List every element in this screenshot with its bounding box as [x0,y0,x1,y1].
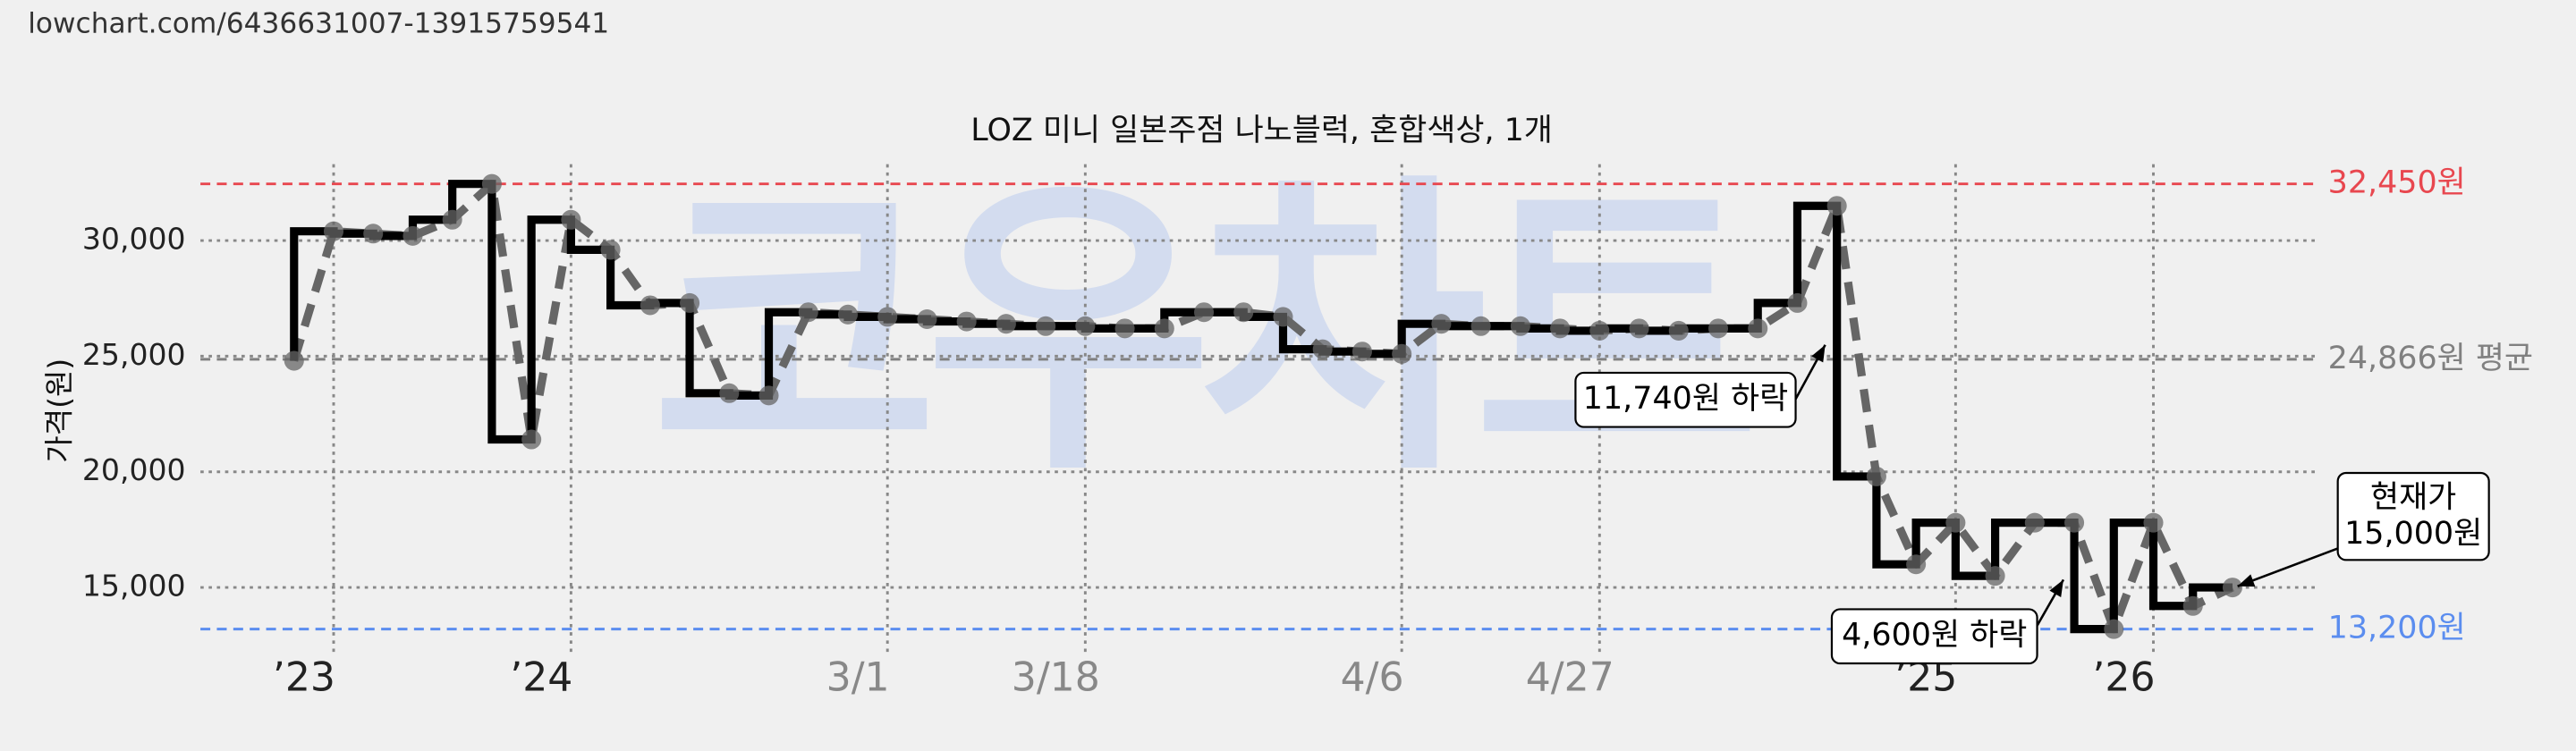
annotation-box [1574,371,1797,428]
price-marker [521,429,542,450]
price-marker [561,209,581,230]
price-marker [1470,316,1491,336]
y-axis-label: 가격(원) [41,359,76,463]
price-marker [481,173,502,194]
price-marker [2064,512,2085,533]
y-tick-label: 30,000 [82,222,186,257]
annotation-box [1830,608,2038,665]
price-marker [1075,316,1096,336]
arrow-head [1811,344,1826,363]
price-marker [1312,339,1333,359]
y-tick-label: 25,000 [82,337,186,372]
x-tick-label: 3/1 [826,654,890,700]
price-marker [1154,318,1174,339]
price-marker [2182,595,2203,616]
price-marker [442,209,462,230]
price-marker [1985,566,2005,586]
price-marker [917,308,937,330]
arrow-head [2237,574,2256,587]
source-url: lowchart.com/6436631007-13915759541 [28,8,609,40]
price-marker [1114,318,1135,339]
y-tick-label: 20,000 [82,452,186,487]
annotation-box [2336,471,2490,561]
x-tick-label: 3/18 [1012,654,1100,700]
price-marker [402,225,423,246]
price-marker [1945,512,1966,533]
price-marker [1273,307,1293,327]
price-marker [1668,320,1689,341]
price-marker [1233,302,1254,323]
annotation-text: 15,000원 [2344,516,2482,552]
price-marker [1629,318,1649,339]
reference-label: 13,200원 [2328,611,2466,646]
x-tick-label: 4/6 [1341,654,1404,700]
annotation-text: 11,740원 하락 [1583,381,1788,417]
price-marker [2024,512,2045,533]
price-marker [1826,196,1847,216]
price-marker [600,240,621,260]
price-marker [1392,343,1412,364]
price-marker [1352,342,1372,362]
x-tick-label: ’24 [510,654,572,700]
price-marker [1787,292,1808,313]
x-tick-label: ’23 [273,654,335,700]
price-marker [877,307,898,327]
price-marker [1748,318,1768,339]
annotation-text: 현재가 [2370,479,2456,515]
price-marker [1589,320,1610,341]
x-tick-label: ’26 [2092,654,2155,700]
price-marker [1550,318,1571,339]
price-marker [996,314,1016,334]
price-marker [640,295,660,316]
chart-title: LOZ 미니 일본주점 나노블럭, 혼합색상, 1개 [970,113,1553,148]
price-marker [363,224,384,244]
price-marker [1707,318,1729,339]
price-marker [798,302,818,323]
price-marker [1431,314,1452,334]
price-marker [719,383,740,403]
price-marker [1194,302,1215,323]
price-marker [2104,619,2124,639]
annotation-arrow [2237,547,2339,587]
price-marker [323,221,344,241]
price-marker [1866,466,1886,486]
price-marker [1036,316,1056,336]
reference-label: 32,450원 [2328,165,2466,201]
arrow-head [2049,579,2063,597]
reference-label: 24,866원 평균 [2328,341,2533,376]
price-marker [1510,316,1530,336]
price-marker [758,385,779,406]
price-marker [956,311,977,332]
price-marker [2143,512,2164,533]
price-marker [2222,578,2242,598]
annotation-text: 4,600원 하락 [1842,618,2027,654]
price-marker [680,292,700,313]
price-marker [1906,554,1927,575]
y-tick-label: 15,000 [82,569,186,603]
price-marker [284,350,304,371]
price-marker [837,304,858,325]
x-tick-label: 4/27 [1526,654,1614,700]
